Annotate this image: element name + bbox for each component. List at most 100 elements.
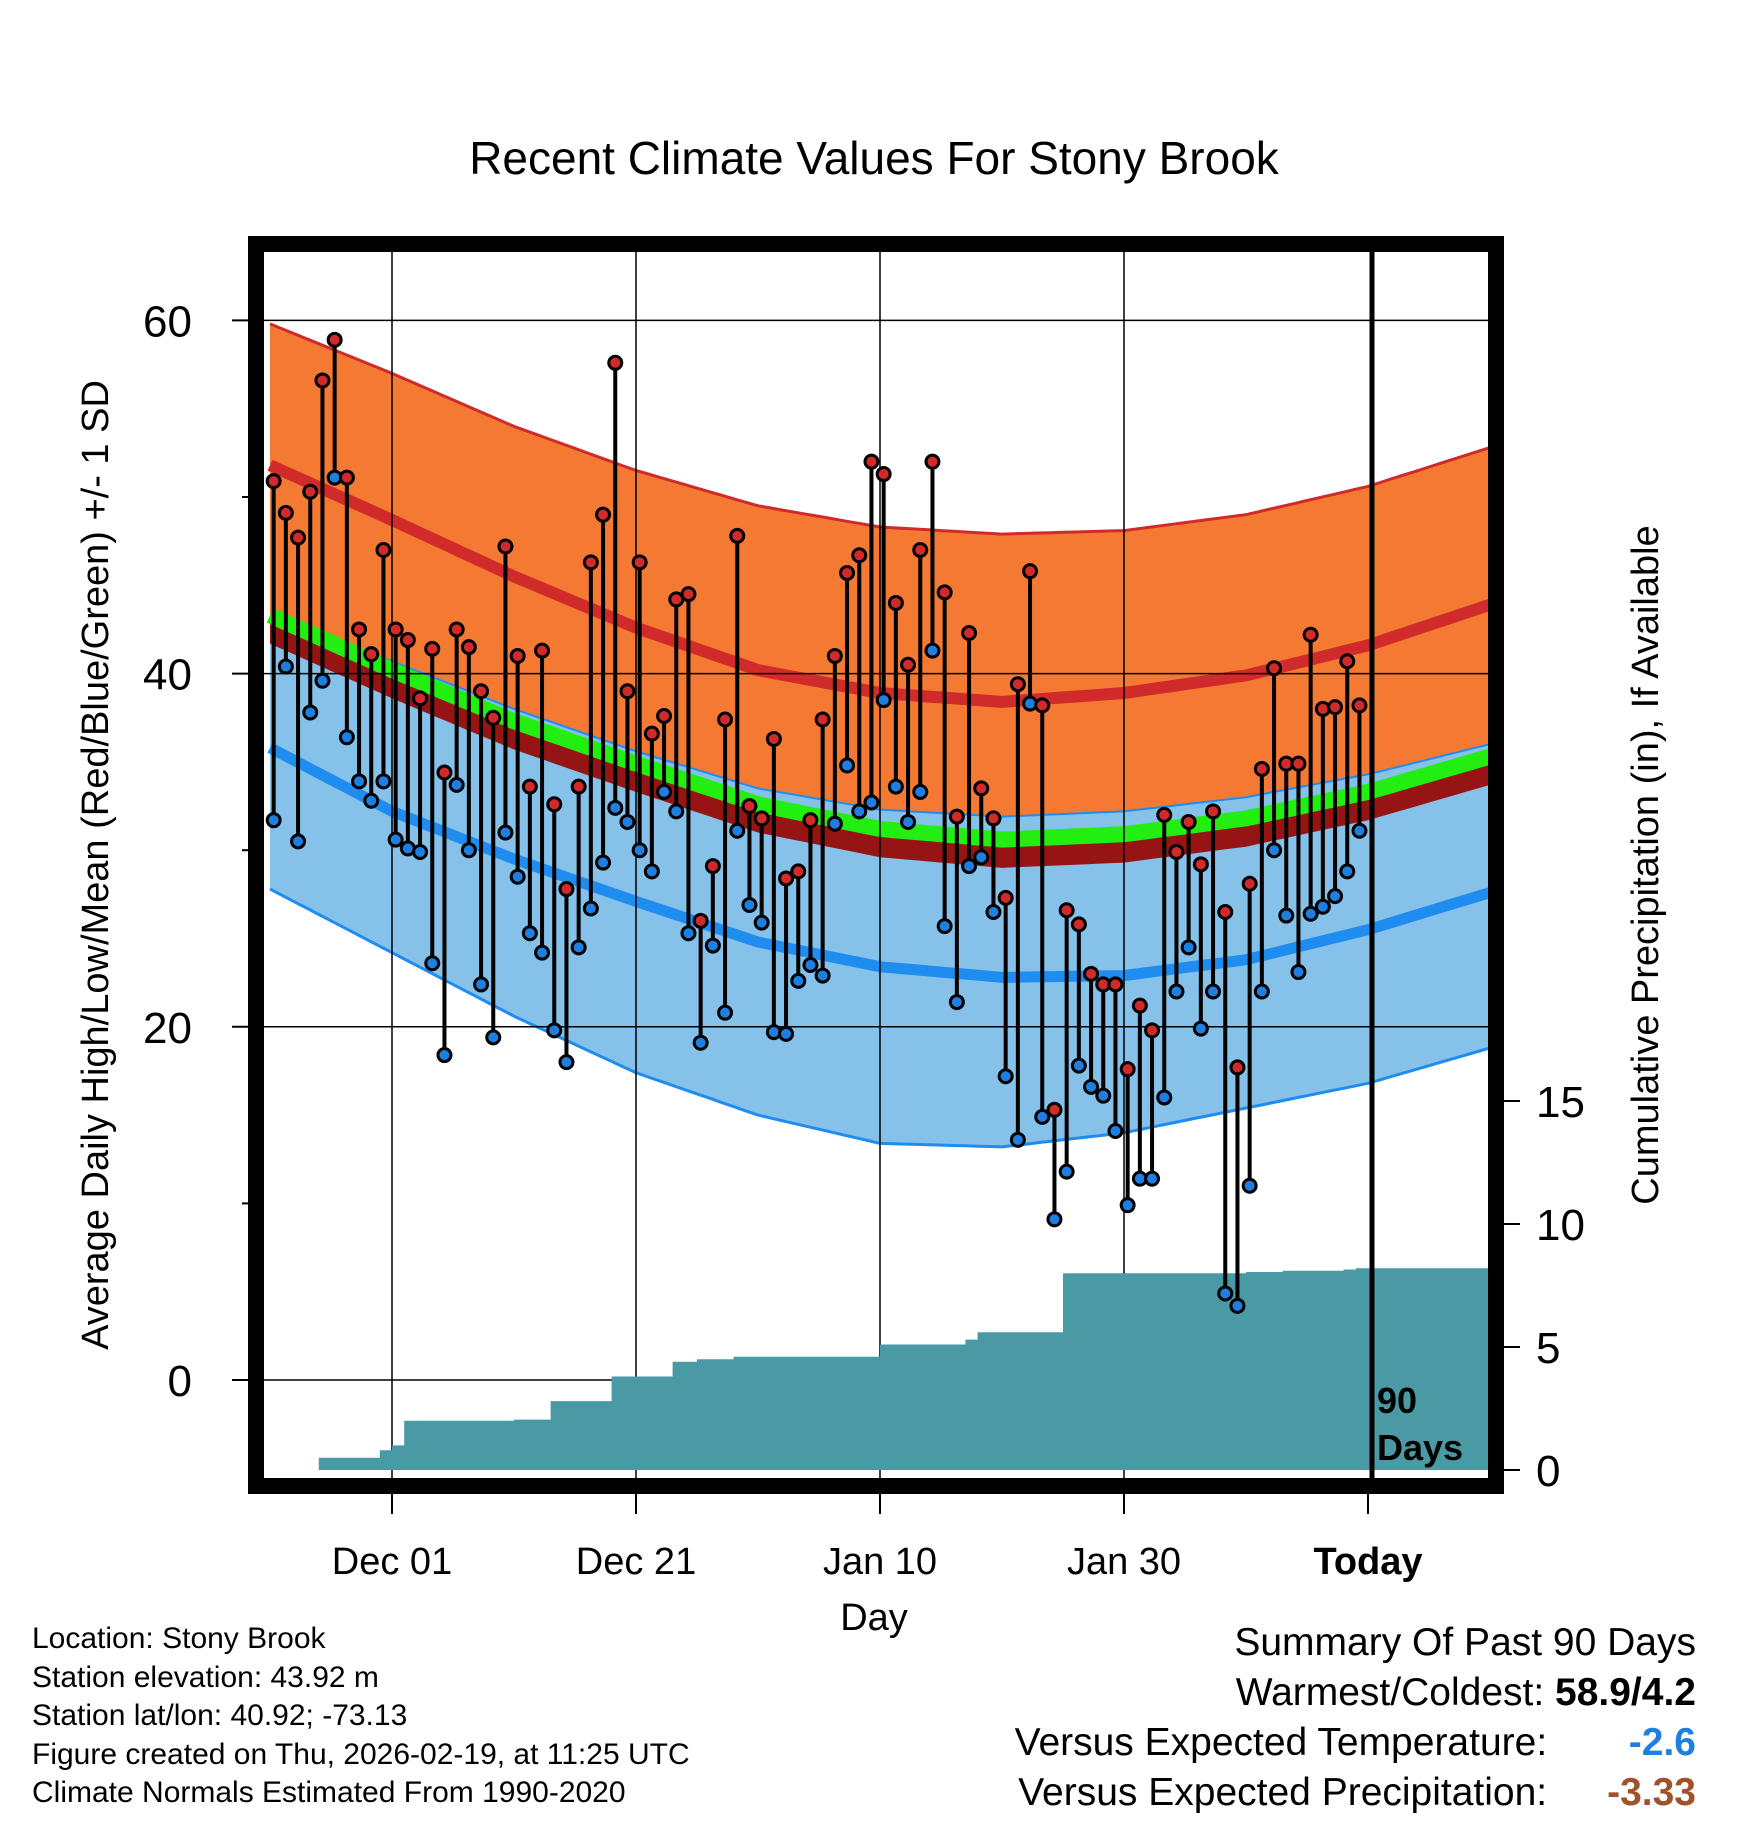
high-point bbox=[1156, 806, 1173, 823]
high-point bbox=[509, 647, 526, 664]
low-point bbox=[973, 849, 990, 866]
low-point bbox=[717, 1004, 734, 1021]
precip-area bbox=[270, 1268, 1490, 1470]
low-point bbox=[509, 868, 526, 885]
low-point bbox=[570, 939, 587, 956]
y-tick-label: 40 bbox=[143, 651, 192, 700]
low-point bbox=[1046, 1211, 1063, 1228]
low-point bbox=[1217, 1285, 1234, 1302]
normals-text: Climate Normals Estimated From 1990-2020 bbox=[32, 1776, 626, 1809]
high-point bbox=[863, 453, 880, 470]
summary-warm-cold: Warmest/Coldest: 58.9/4.2 bbox=[1015, 1668, 1696, 1718]
x-tick-label: Dec 01 bbox=[332, 1541, 452, 1583]
low-point bbox=[1302, 905, 1319, 922]
high-point bbox=[680, 586, 697, 603]
high-point bbox=[595, 506, 612, 523]
low-point bbox=[741, 896, 758, 913]
high-point bbox=[814, 711, 831, 728]
low-point bbox=[790, 972, 807, 989]
high-point bbox=[1205, 803, 1222, 820]
low-point bbox=[338, 729, 355, 746]
low-point bbox=[558, 1054, 575, 1071]
temp-label: Versus Expected Temperature: bbox=[1014, 1721, 1548, 1764]
x-tick-label: Jan 30 bbox=[1067, 1541, 1181, 1583]
high-point bbox=[851, 547, 868, 564]
low-point bbox=[668, 803, 685, 820]
high-point bbox=[778, 870, 795, 887]
high-point bbox=[753, 810, 770, 827]
low-point bbox=[1351, 822, 1368, 839]
high-point bbox=[302, 483, 319, 500]
high-point bbox=[1241, 875, 1258, 892]
high-point bbox=[1327, 699, 1344, 716]
high-point bbox=[534, 642, 551, 659]
low-point bbox=[631, 842, 648, 859]
high-point bbox=[1229, 1059, 1246, 1076]
high-point bbox=[375, 541, 392, 558]
low-point bbox=[1205, 983, 1222, 1000]
low-point bbox=[375, 773, 392, 790]
warm-cold-value: 58.9/4.2 bbox=[1555, 1671, 1696, 1714]
x-tick-label: Dec 21 bbox=[576, 1541, 696, 1583]
high-point bbox=[1180, 813, 1197, 830]
low-point bbox=[1290, 964, 1307, 981]
precip-value: -3.33 bbox=[1607, 1771, 1696, 1814]
low-point bbox=[582, 900, 599, 917]
y2-axis-ticks: 0 5 10 15 bbox=[1500, 1078, 1585, 1496]
low-point bbox=[875, 692, 892, 709]
high-point bbox=[717, 711, 734, 728]
summary-precip: Versus Expected Precipitation: -3.33 bbox=[1015, 1768, 1696, 1818]
x-axis-ticks: Dec 01 Dec 21 Jan 10 Jan 30 Today bbox=[332, 1494, 1423, 1583]
low-point bbox=[1229, 1297, 1246, 1314]
high-point bbox=[875, 466, 892, 483]
low-point bbox=[521, 925, 538, 942]
warm-cold-label: Warmest/Coldest: bbox=[1235, 1671, 1545, 1714]
low-point bbox=[546, 1022, 563, 1039]
low-point bbox=[778, 1025, 795, 1042]
high-point bbox=[1290, 755, 1307, 772]
low-point bbox=[729, 822, 746, 839]
high-point bbox=[497, 538, 514, 555]
high-point bbox=[741, 798, 758, 815]
low-point bbox=[485, 1029, 502, 1046]
low-point bbox=[387, 831, 404, 848]
low-point bbox=[1253, 983, 1270, 1000]
low-point bbox=[277, 658, 294, 675]
low-point bbox=[656, 783, 673, 800]
high-point bbox=[326, 331, 343, 348]
high-point bbox=[729, 527, 746, 544]
high-point bbox=[936, 584, 953, 601]
y2-tick-label: 15 bbox=[1536, 1078, 1585, 1127]
low-point bbox=[863, 794, 880, 811]
elevation-text: Station elevation: 43.92 m bbox=[32, 1660, 379, 1694]
today-label-line1: 90 bbox=[1377, 1380, 1417, 1421]
low-point bbox=[1327, 888, 1344, 905]
low-point bbox=[1095, 1087, 1112, 1104]
precip-label: Versus Expected Precipitation: bbox=[1018, 1771, 1548, 1814]
high-point bbox=[839, 564, 856, 581]
low-point bbox=[912, 783, 929, 800]
low-point bbox=[1192, 1020, 1209, 1037]
low-point bbox=[924, 642, 941, 659]
high-point bbox=[643, 725, 660, 742]
high-point bbox=[1034, 697, 1051, 714]
summary-heading: Summary Of Past 90 Days bbox=[1234, 1621, 1696, 1664]
high-point bbox=[412, 690, 429, 707]
high-point bbox=[1107, 976, 1124, 993]
low-point bbox=[887, 778, 904, 795]
high-point bbox=[1022, 563, 1039, 580]
low-point bbox=[851, 803, 868, 820]
low-point bbox=[985, 904, 1002, 921]
high-point bbox=[265, 473, 282, 490]
low-point bbox=[290, 833, 307, 850]
high-point bbox=[619, 683, 636, 700]
y-axis-ticks: 0 20 40 60 bbox=[143, 297, 252, 1406]
low-point bbox=[997, 1068, 1014, 1085]
high-point bbox=[1253, 760, 1270, 777]
temp-value: -2.6 bbox=[1628, 1721, 1696, 1764]
y2-tick-label: 10 bbox=[1536, 1201, 1585, 1250]
low-point bbox=[753, 914, 770, 931]
plot-frame bbox=[248, 236, 1504, 1494]
high-point bbox=[948, 808, 965, 825]
high-point bbox=[1083, 965, 1100, 982]
